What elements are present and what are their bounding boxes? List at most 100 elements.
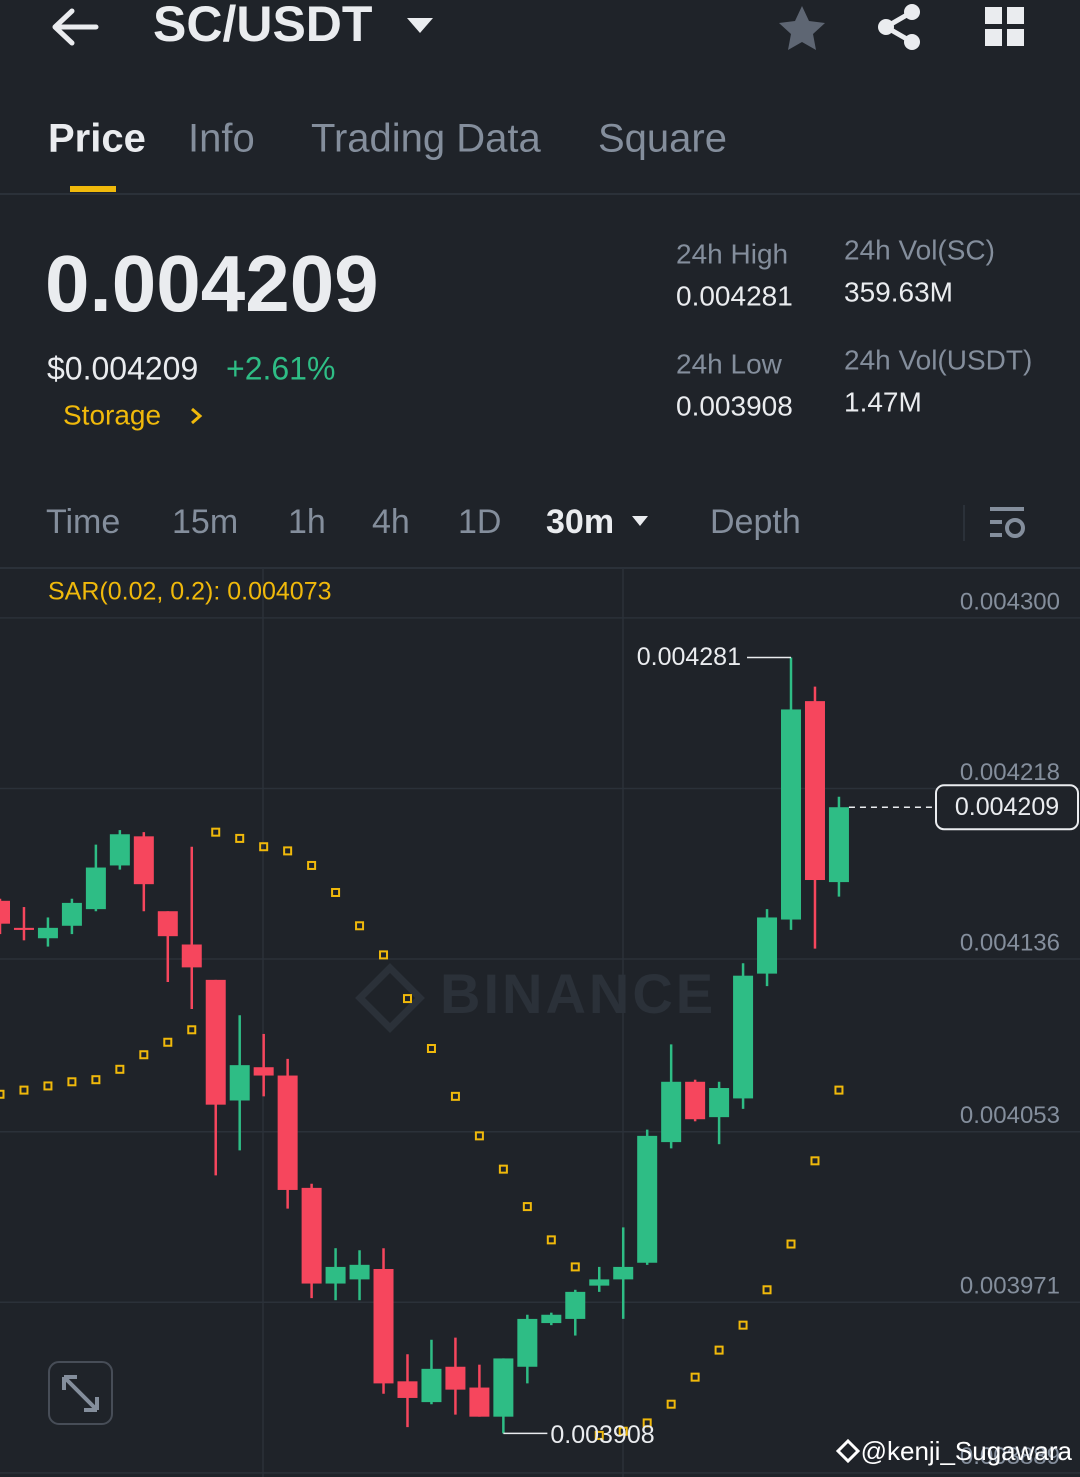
sar-dot [43,1081,53,1091]
candle-body [61,902,82,926]
candle-body [781,709,802,920]
stat-label: 24h Vol(USDT) [844,344,1032,375]
candle-body [589,1279,610,1286]
sar-dot [738,1320,748,1330]
sar-dot [546,1235,556,1245]
candle-body [421,1368,442,1403]
fullscreen-icon [62,1375,99,1412]
tab[interactable]: Price [48,117,146,161]
candle-body [13,927,34,930]
last-price-box [935,784,1079,831]
interval[interactable]: 15m [172,503,238,541]
candle-body [373,1268,394,1384]
candle-body [325,1266,346,1284]
interval[interactable]: Depth [710,503,801,541]
sar-dot [570,1262,580,1272]
sar-dot [498,1164,508,1174]
sar-dot [379,950,389,960]
candle-body [301,1187,322,1284]
stat-label: 24h High [676,238,788,269]
candle-body [661,1081,682,1143]
sar-dot [355,921,365,931]
candle-body [0,900,10,924]
candle-body [37,927,58,939]
candle-body [757,917,778,974]
interval[interactable]: 4h [372,503,410,541]
sar-dot [618,1426,628,1436]
grid-cell [985,7,1002,24]
sar-dot [211,827,221,837]
tab[interactable]: Trading Data [311,117,542,161]
high-label: 0.004281 [637,643,741,671]
tab[interactable]: Square [598,117,727,161]
candle-body [637,1135,658,1263]
candle-body [565,1291,586,1319]
grid-icon[interactable] [985,7,1024,46]
sar-dot [594,1430,604,1440]
sar-dot [714,1345,724,1355]
back-button[interactable] [52,8,99,46]
candle-body [397,1381,418,1398]
fullscreen-button[interactable] [48,1361,113,1425]
candle-body [613,1266,634,1280]
interval[interactable]: Time [46,503,120,541]
sar-dot [522,1202,532,1212]
sar-dot [834,1085,844,1095]
sar-dot [450,1091,460,1101]
logo-diamond [355,963,425,1033]
candle-body [733,975,754,1099]
y-tick-label: 0.004218 [960,759,1060,786]
sar-dot [786,1239,796,1249]
grid-cell [985,29,1002,46]
favorite-icon[interactable] [779,6,825,50]
sar-dot [283,846,293,856]
stat-value: 0.003908 [676,390,793,421]
tab[interactable]: Info [188,117,255,161]
pair-title[interactable]: SC/USDT [153,0,372,52]
candle-body [469,1387,490,1417]
sar-dot [331,887,341,897]
sar-dot [19,1085,29,1095]
candle-body [541,1314,562,1324]
indicator-label: SAR(0.02, 0.2): 0.004073 [48,578,332,606]
sar-dot [235,833,245,843]
stat-label: 24h Low [676,348,783,379]
chart-settings-icon[interactable] [990,507,1025,538]
pair-caret[interactable] [407,18,433,33]
candle-body [685,1081,706,1120]
candle-body [253,1067,274,1076]
intervals: Time 15m 1h 4h 1D 30m Depth [46,503,801,541]
sar-dot [762,1285,772,1295]
stats: 24h High 0.004281 24h Vol(SC) 359.63M 24h Lo… [676,234,1032,421]
settings-gear [1005,518,1025,538]
candlestick-chart: BINANCE 0.004300 0.004218 0.004136 0.004053… [0,568,1080,1477]
settings-lines [990,507,1024,537]
interval[interactable]: 30m [546,503,614,541]
watermark-logo [355,963,425,1033]
usd-price: $0.004209 [47,350,198,386]
interval-caret[interactable] [632,516,648,526]
last-price-label: 0.004209 [955,793,1059,821]
back-arrow [52,8,99,46]
sar-dot [426,1044,436,1054]
candle-body [709,1088,730,1118]
share-icon[interactable] [878,4,920,50]
sar-dot [139,1050,149,1060]
sar-dot [402,994,412,1004]
tabs: Price Info Trading Data Square [48,117,727,161]
interval[interactable]: 1h [288,503,326,541]
sar-dot [187,1025,197,1035]
category-tag[interactable]: Storage [63,399,161,430]
candle-body [277,1075,298,1190]
sar-dot [91,1075,101,1085]
sar-dot [163,1037,173,1047]
credit-icon [835,1438,861,1464]
watermark: BINANCE [440,962,716,1025]
candle-body [804,701,825,881]
credit: @kenji_Sugawara [861,1436,1073,1466]
sar-dot [307,860,317,870]
candle-body [109,834,130,866]
interval[interactable]: 1D [458,503,501,541]
